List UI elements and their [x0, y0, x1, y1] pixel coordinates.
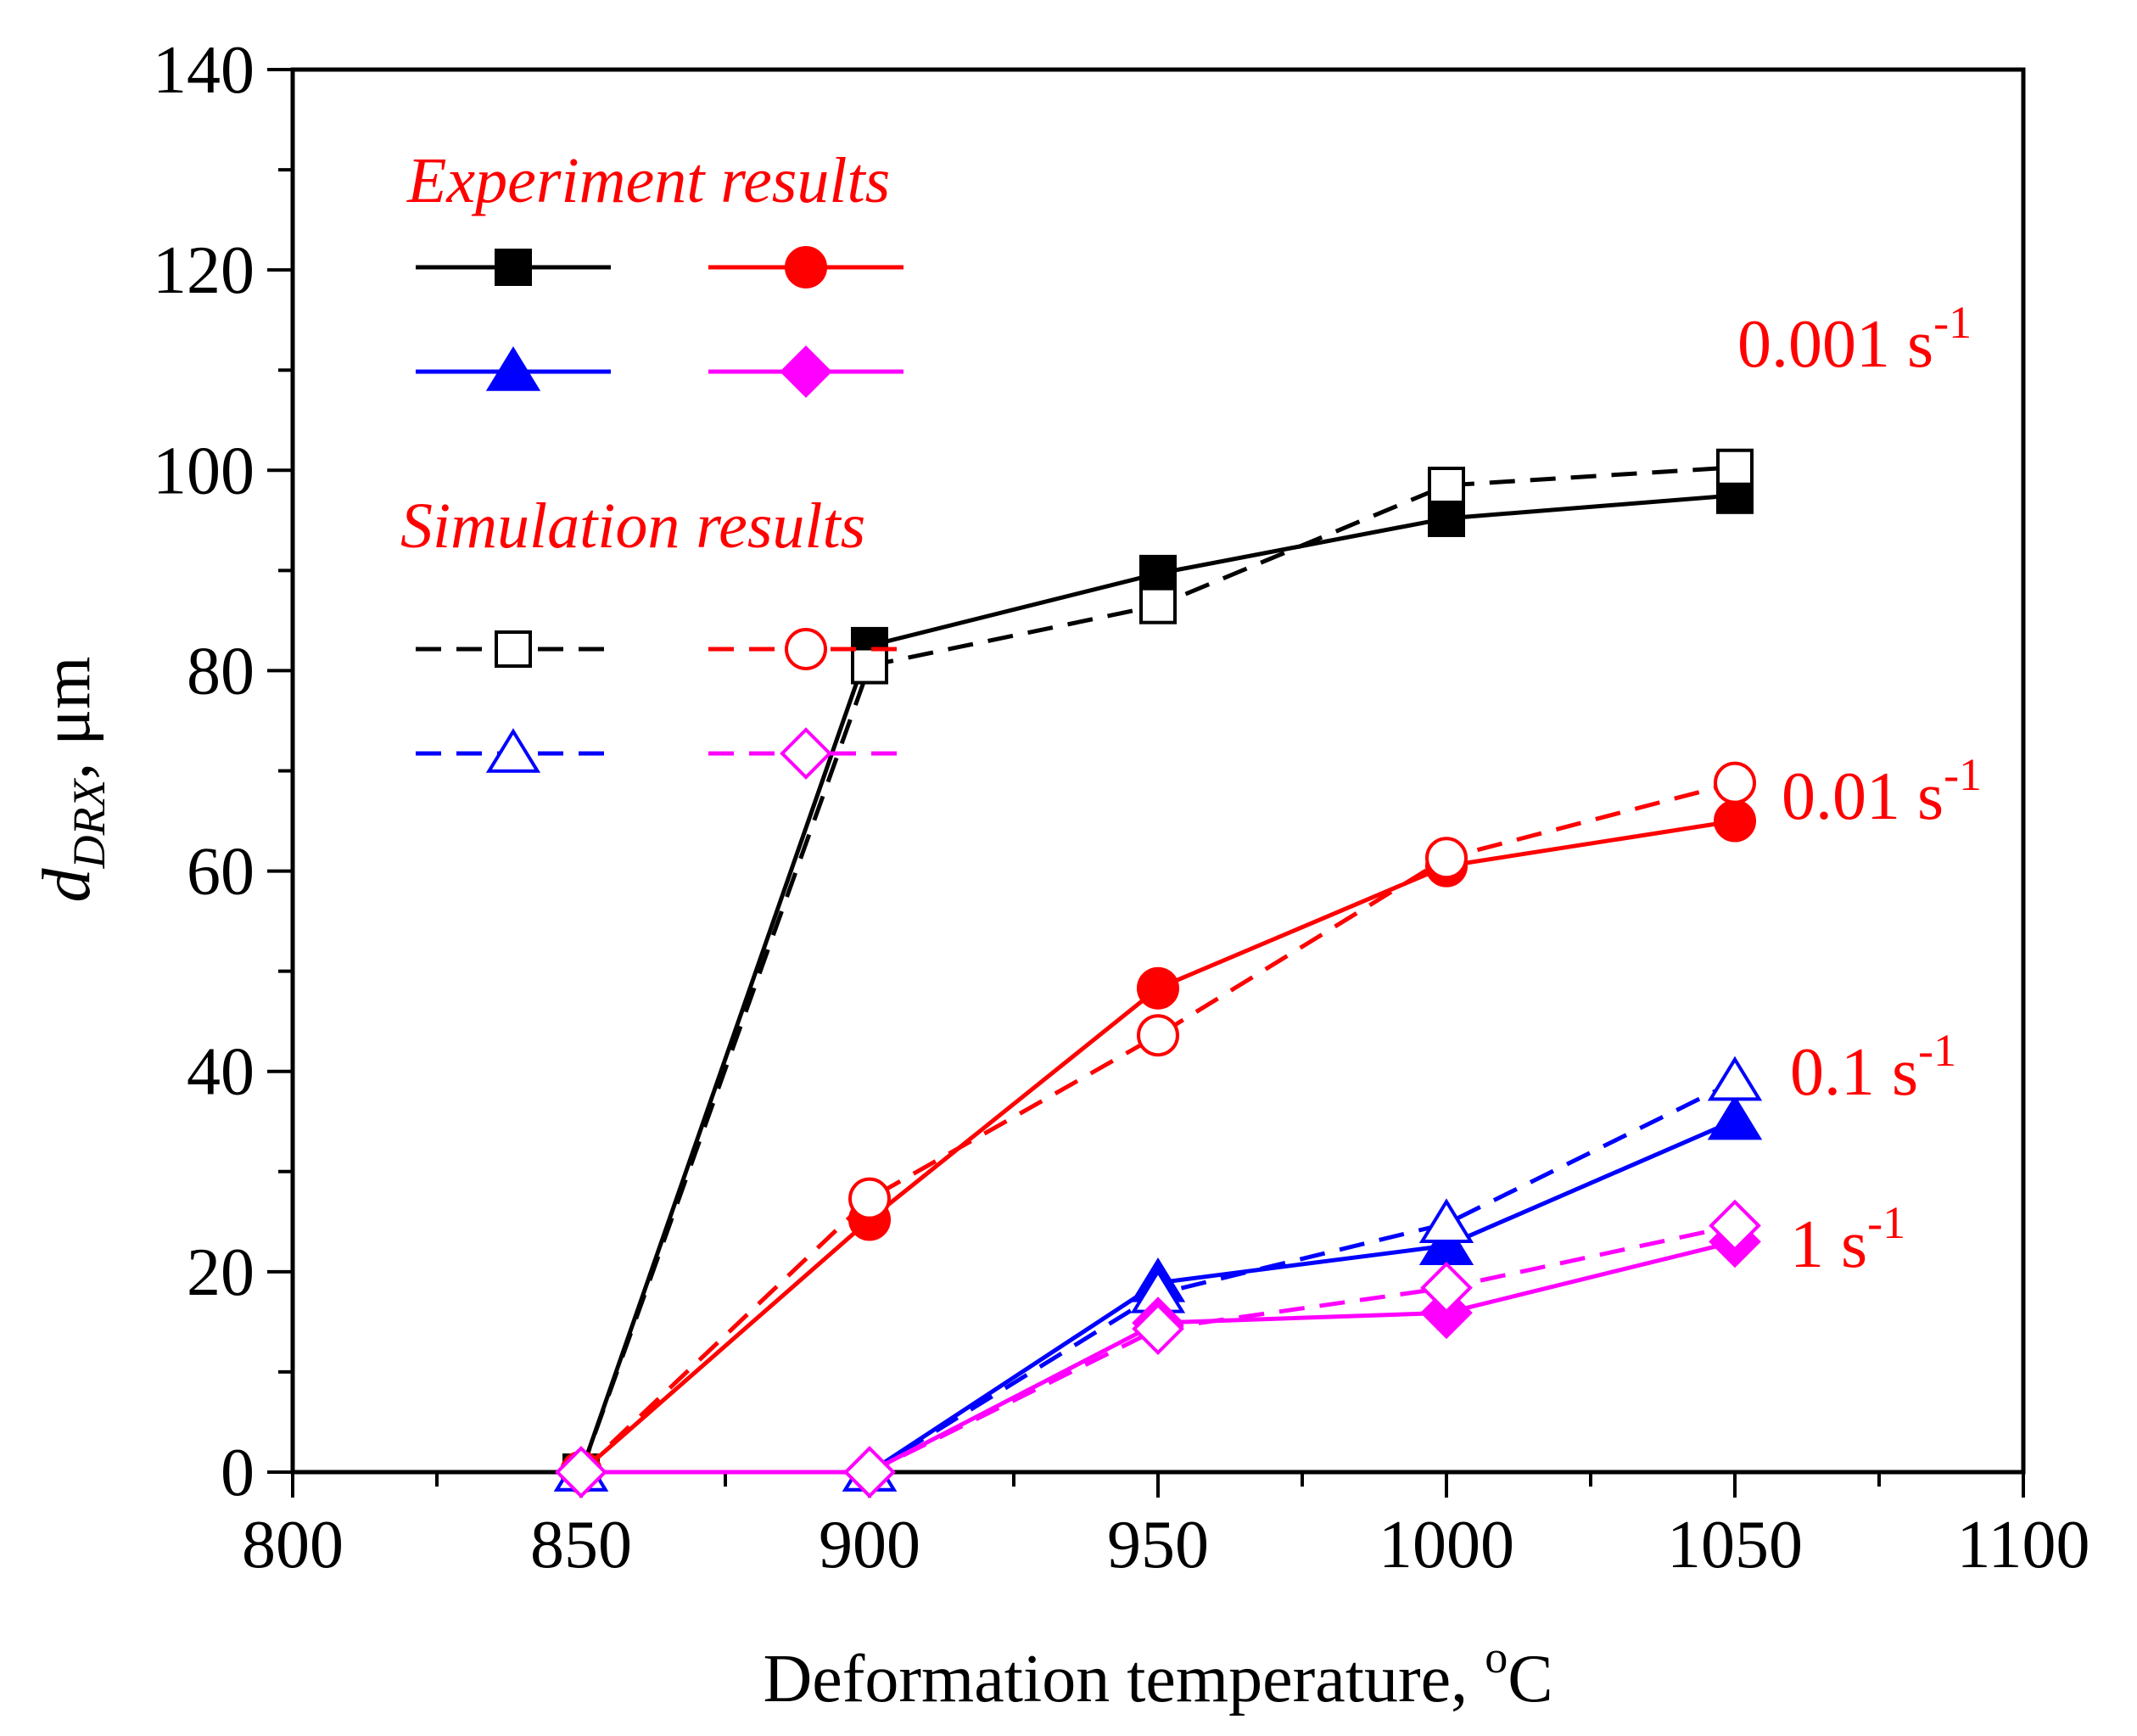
series-layer — [553, 448, 1763, 1498]
data-point — [1428, 499, 1465, 537]
rate-label-text: 1 s — [1790, 1207, 1867, 1282]
series-simulation-1 — [555, 1199, 1761, 1498]
x-axis-title-text: Deformation temperature, — [763, 1642, 1485, 1716]
legend-entry-simulation-0-001 — [416, 630, 611, 668]
data-point — [1418, 1198, 1474, 1243]
series-simulation-0-01 — [560, 761, 1756, 1493]
y-axis-title-unit: , μm — [30, 656, 104, 779]
rate-label-text: 0.01 s — [1782, 759, 1944, 834]
legend-marker — [780, 727, 832, 780]
data-point — [1425, 837, 1468, 880]
legend-marker — [495, 249, 532, 286]
rate-label-1: 1 s-1 — [1790, 1197, 1905, 1282]
legend-marker — [785, 628, 827, 670]
series-experiment-0-01 — [560, 799, 1756, 1493]
y-tick-label: 0 — [221, 1436, 255, 1510]
legend-entry-experiment-0-01 — [708, 246, 903, 288]
legend-marker — [485, 346, 541, 391]
legend-marker — [485, 728, 541, 773]
legend-entry-simulation-0-1 — [416, 728, 611, 773]
y-axis: 0 20 40 60 80 100 120 140 — [153, 33, 293, 1510]
y-tick-label: 100 — [153, 434, 255, 508]
x-axis-title-unit: C — [1508, 1642, 1552, 1716]
series-line — [581, 1224, 1736, 1475]
rate-label-0-001: 0.001 s-1 — [1737, 297, 1972, 382]
x-tick-label: 1100 — [1956, 1508, 2089, 1582]
legend-entry-simulation-0-01 — [708, 628, 903, 670]
rate-label-0-1: 0.1 s-1 — [1790, 1025, 1956, 1110]
data-point — [848, 1177, 891, 1220]
legend-experiment-title: Experiment results — [406, 145, 890, 216]
x-tick-label: 800 — [242, 1508, 344, 1582]
rate-label-0-01: 0.01 s-1 — [1782, 749, 1982, 834]
rate-label-exponent: -1 — [1867, 1197, 1905, 1248]
x-tick-label: 1050 — [1667, 1508, 1803, 1582]
series-simulation-0-1 — [553, 1056, 1763, 1492]
rate-annotations: 0.001 s-10.01 s-10.1 s-11 s-1 — [1737, 297, 1982, 1282]
data-point — [1709, 1199, 1761, 1252]
y-axis-title-symbol: d — [30, 868, 104, 903]
legend-marker — [780, 345, 832, 398]
rate-label-text: 0.001 s — [1737, 307, 1933, 382]
x-tick-label: 1000 — [1379, 1508, 1514, 1582]
legend-marker — [785, 246, 827, 288]
series-line — [579, 819, 1736, 1474]
legend: Experiment results Simulation results — [400, 145, 903, 780]
y-tick-label: 140 — [153, 33, 255, 108]
y-tick-label: 120 — [153, 233, 255, 308]
legend-entry-experiment-1 — [708, 345, 903, 398]
legend-simulation-title: Simulation results — [400, 490, 865, 562]
x-axis-title-degree: o — [1485, 1632, 1508, 1683]
legend-entry-experiment-0-001 — [416, 249, 611, 286]
legend-entry-simulation-1 — [708, 727, 903, 780]
rate-label-exponent: -1 — [1918, 1025, 1956, 1076]
legend-marker — [495, 630, 532, 668]
data-point — [1716, 448, 1754, 486]
data-point — [1139, 586, 1177, 624]
legend-entry-experiment-0-1 — [416, 346, 611, 391]
x-axis: 800 850 900 950 1000 1050 1100 — [242, 1472, 2090, 1582]
data-point — [555, 1446, 607, 1498]
data-point — [1137, 966, 1179, 1010]
data-point — [1714, 761, 1756, 804]
data-point — [851, 647, 888, 685]
rate-label-exponent: -1 — [1944, 749, 1982, 800]
data-point — [1137, 1014, 1179, 1057]
data-point — [843, 1446, 896, 1498]
y-tick-label: 60 — [187, 835, 255, 910]
rate-label-text: 0.1 s — [1790, 1035, 1918, 1110]
data-point — [1714, 799, 1756, 843]
x-tick-label: 900 — [819, 1508, 920, 1582]
y-tick-label: 40 — [187, 1035, 255, 1110]
rate-label-exponent: -1 — [1933, 297, 1972, 348]
y-axis-title: dDRX, μm — [30, 656, 115, 902]
x-axis-title: Deformation temperature, oC — [763, 1632, 1552, 1716]
data-point — [1420, 1261, 1473, 1314]
data-point — [1707, 1095, 1763, 1140]
data-point — [1132, 1302, 1184, 1355]
y-tick-label: 80 — [187, 634, 255, 708]
data-point — [1707, 1056, 1763, 1101]
y-axis-title-subscript: DRX — [64, 778, 115, 870]
data-point — [1428, 466, 1465, 504]
series-simulation-0-001 — [562, 448, 1754, 1491]
x-tick-label: 850 — [530, 1508, 632, 1582]
x-tick-label: 950 — [1107, 1508, 1209, 1582]
series-line — [579, 781, 1736, 1474]
data-point — [1139, 554, 1177, 592]
y-tick-label: 20 — [187, 1235, 255, 1310]
